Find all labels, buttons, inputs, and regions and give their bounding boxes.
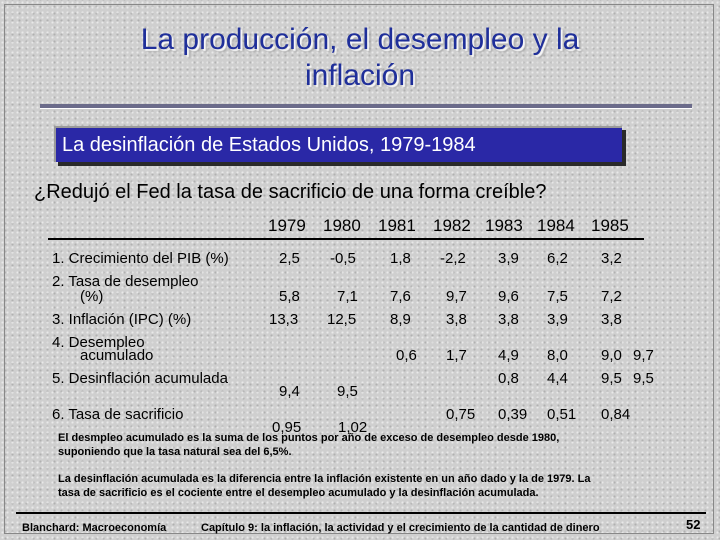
table-cell: 0,6 [396,347,417,364]
table-cell: 0,75 [446,406,476,423]
table-cell: 3,2 [601,250,622,267]
table-cell: 0,39 [498,406,528,423]
table-cell: 8,9 [390,311,411,328]
year-header: 1985 [591,216,629,235]
note-line: suponiendo que la tasa natural sea del 6… [58,446,292,458]
footer-chapter: Capítulo 9: la inflación, la actividad y… [201,522,600,534]
note-line: tasa de sacrificio es el cociente entre … [58,487,539,499]
note-line: El desmpleo acumulado es la suma de los … [58,432,560,444]
title-line-2: inflación [304,59,416,92]
table-cell: 13,3 [269,311,299,328]
row-label-acumulado: acumulado [80,347,154,364]
table-cell: 9,6 [498,288,519,305]
table-cell: 9,7 [633,347,654,364]
year-header: 1980 [323,216,361,235]
table-cell: 8,0 [547,347,568,364]
table-cell: -0,5 [330,250,356,267]
subtitle-text: La desinflación de Estados Unidos, 1979-… [62,134,476,156]
row-label-desinflacion: 5. Desinflación acumulada [52,370,228,387]
table-cell: 7,1 [337,288,358,305]
table-cell: 9,5 [601,370,622,387]
year-header: 1983 [485,216,523,235]
question-text: ¿Redujó el Fed la tasa de sacrificio de … [34,181,547,203]
row-label-sacrificio: 6. Tasa de sacrificio [52,406,184,423]
table-cell: 0,84 [601,406,631,423]
table-cell: 4,4 [547,370,568,387]
table-cell: 5,8 [279,288,300,305]
table-cell: 9,5 [337,383,358,400]
table-cell: 4,9 [498,347,519,364]
table-cell: 3,9 [498,250,519,267]
table-cell: 9,4 [279,383,300,400]
footer-author: Blanchard: Macroeconomía [22,522,167,534]
title-line-1: La producción, el desempleo y la [140,23,580,56]
table-cell: 1,02 [338,419,368,436]
row-label-desempleo-acumulado: 4. Desempleo [52,334,145,351]
year-header: 1981 [378,216,416,235]
table-cell: 3,8 [601,311,622,328]
table-cell: -2,2 [440,250,466,267]
year-header: 1984 [537,216,575,235]
table-cell: 6,2 [547,250,568,267]
table-cell: 0,8 [498,370,519,387]
table-cell: 1,8 [390,250,411,267]
note-desempleo-acumulado: El desmpleo acumulado es la suma de los … [58,431,559,459]
table-cell: 7,2 [601,288,622,305]
table-cell: 7,5 [547,288,568,305]
row-label-desempleo: 2. Tasa de desempleo [52,273,199,290]
slide-title: La producción, el desempleo y la inflaci… [40,22,680,94]
row-label-desempleo-unit: (%) [80,288,104,305]
table-cell: 3,9 [547,311,568,328]
table-cell: 2,5 [279,250,300,267]
subtitle-box: La desinflación de Estados Unidos, 1979-… [54,126,622,162]
table-cell: 9,7 [446,288,467,305]
title-divider [40,104,692,109]
table-cell: 7,6 [390,288,411,305]
table-cell: 0,51 [547,406,577,423]
table-cell: 3,8 [446,311,467,328]
header-divider [48,238,644,240]
row-label-inflacion: 3. Inflación (IPC) (%) [52,311,192,328]
note-desinflacion: La desinflación acumulada es la diferenc… [58,472,590,500]
table-cell: 3,8 [498,311,519,328]
page-number: 52 [686,517,701,532]
footer-divider [16,512,706,514]
note-line: La desinflación acumulada es la diferenc… [58,473,591,485]
table-cell: 0,95 [272,419,302,436]
year-header: 1979 [268,216,306,235]
table-cell: 12,5 [327,311,357,328]
row-label-pib: 1. Crecimiento del PIB (%) [52,250,229,267]
table-cell: 9,5 [633,370,654,387]
table-cell: 9,0 [601,347,622,364]
table-cell: 1,7 [446,347,467,364]
year-header: 1982 [433,216,471,235]
